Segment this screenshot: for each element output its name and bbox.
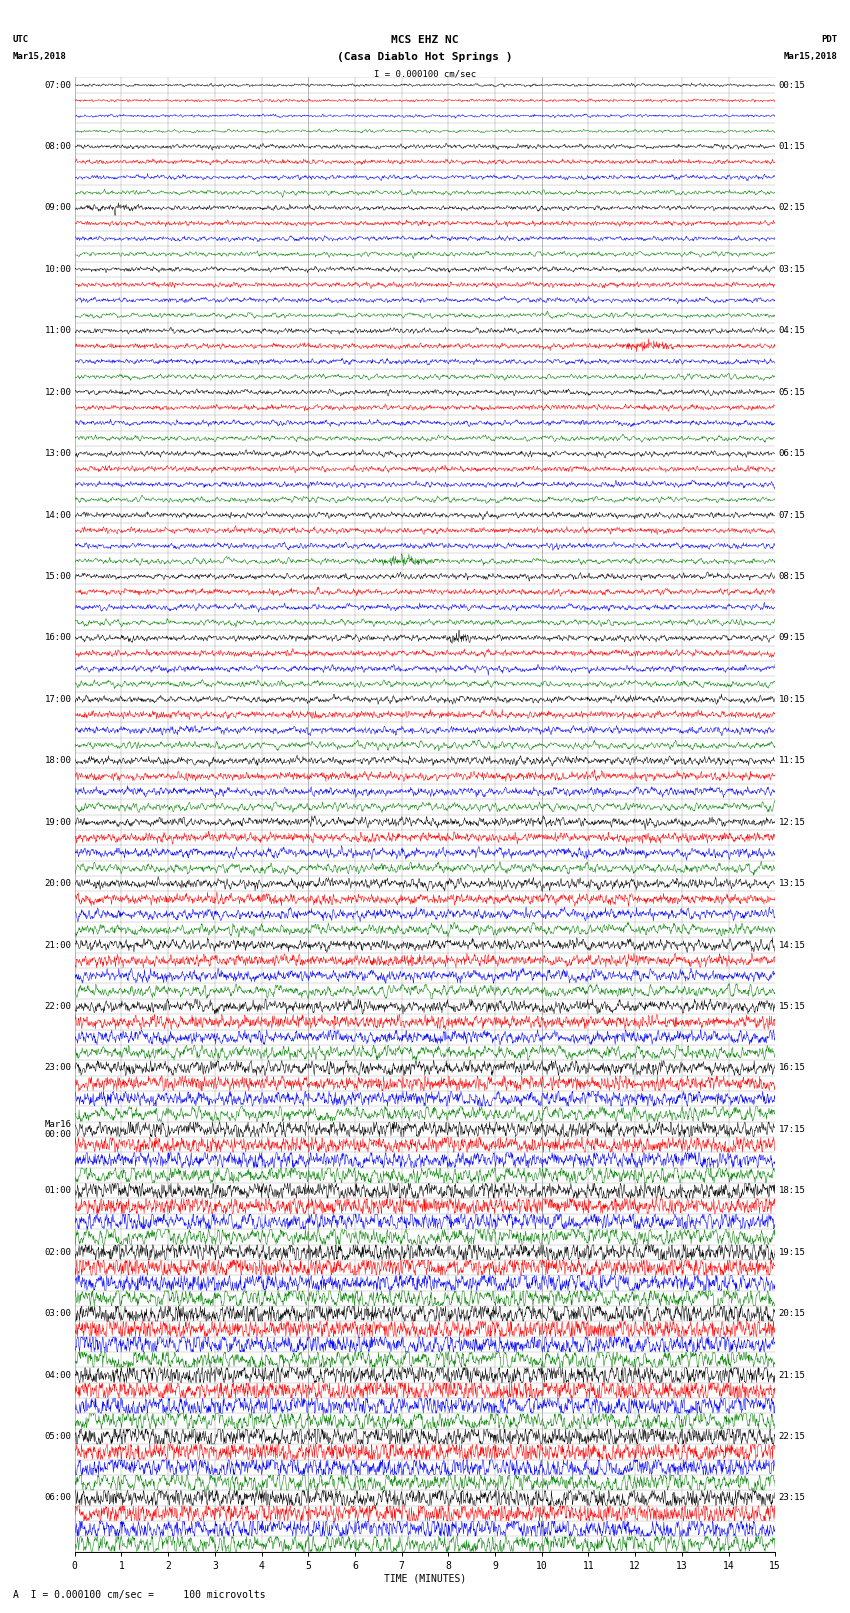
Text: 21:00: 21:00 xyxy=(44,940,71,950)
Text: 07:15: 07:15 xyxy=(779,511,806,519)
Text: 22:00: 22:00 xyxy=(44,1002,71,1011)
Text: 16:00: 16:00 xyxy=(44,634,71,642)
Text: 17:00: 17:00 xyxy=(44,695,71,703)
Text: MCS EHZ NC: MCS EHZ NC xyxy=(391,35,459,45)
Text: Mar15,2018: Mar15,2018 xyxy=(784,52,837,61)
Text: 06:15: 06:15 xyxy=(779,448,806,458)
Text: 22:15: 22:15 xyxy=(779,1432,806,1440)
Text: PDT: PDT xyxy=(821,35,837,45)
Text: 06:00: 06:00 xyxy=(44,1494,71,1502)
Text: 13:00: 13:00 xyxy=(44,448,71,458)
Text: 18:00: 18:00 xyxy=(44,756,71,765)
Text: 09:15: 09:15 xyxy=(779,634,806,642)
Text: 04:15: 04:15 xyxy=(779,326,806,336)
Text: 18:15: 18:15 xyxy=(779,1186,806,1195)
Text: 02:15: 02:15 xyxy=(779,203,806,213)
Text: 19:15: 19:15 xyxy=(779,1248,806,1257)
Text: 08:15: 08:15 xyxy=(779,573,806,581)
Text: 04:00: 04:00 xyxy=(44,1371,71,1379)
Text: 09:00: 09:00 xyxy=(44,203,71,213)
Text: 12:15: 12:15 xyxy=(779,818,806,827)
Text: 11:15: 11:15 xyxy=(779,756,806,765)
Text: 15:00: 15:00 xyxy=(44,573,71,581)
Text: A  I = 0.000100 cm/sec =     100 microvolts: A I = 0.000100 cm/sec = 100 microvolts xyxy=(13,1590,265,1600)
Text: 10:00: 10:00 xyxy=(44,265,71,274)
Text: 11:00: 11:00 xyxy=(44,326,71,336)
Text: 01:00: 01:00 xyxy=(44,1186,71,1195)
Text: Mar15,2018: Mar15,2018 xyxy=(13,52,66,61)
Text: 14:00: 14:00 xyxy=(44,511,71,519)
Text: 16:15: 16:15 xyxy=(779,1063,806,1073)
Text: Mar16
00:00: Mar16 00:00 xyxy=(44,1119,71,1139)
Text: 05:15: 05:15 xyxy=(779,387,806,397)
Text: 12:00: 12:00 xyxy=(44,387,71,397)
Text: UTC: UTC xyxy=(13,35,29,45)
Text: 23:15: 23:15 xyxy=(779,1494,806,1502)
Text: 03:00: 03:00 xyxy=(44,1310,71,1318)
Text: 01:15: 01:15 xyxy=(779,142,806,152)
Text: 08:00: 08:00 xyxy=(44,142,71,152)
Text: 13:15: 13:15 xyxy=(779,879,806,889)
Text: 14:15: 14:15 xyxy=(779,940,806,950)
Text: 02:00: 02:00 xyxy=(44,1248,71,1257)
X-axis label: TIME (MINUTES): TIME (MINUTES) xyxy=(384,1574,466,1584)
Text: 20:15: 20:15 xyxy=(779,1310,806,1318)
Text: 20:00: 20:00 xyxy=(44,879,71,889)
Text: 00:15: 00:15 xyxy=(779,81,806,90)
Text: 07:00: 07:00 xyxy=(44,81,71,90)
Text: (Casa Diablo Hot Springs ): (Casa Diablo Hot Springs ) xyxy=(337,52,513,61)
Text: 21:15: 21:15 xyxy=(779,1371,806,1379)
Text: 23:00: 23:00 xyxy=(44,1063,71,1073)
Text: 03:15: 03:15 xyxy=(779,265,806,274)
Text: 19:00: 19:00 xyxy=(44,818,71,827)
Text: 15:15: 15:15 xyxy=(779,1002,806,1011)
Text: 05:00: 05:00 xyxy=(44,1432,71,1440)
Text: I = 0.000100 cm/sec: I = 0.000100 cm/sec xyxy=(374,69,476,79)
Text: 17:15: 17:15 xyxy=(779,1124,806,1134)
Text: 10:15: 10:15 xyxy=(779,695,806,703)
